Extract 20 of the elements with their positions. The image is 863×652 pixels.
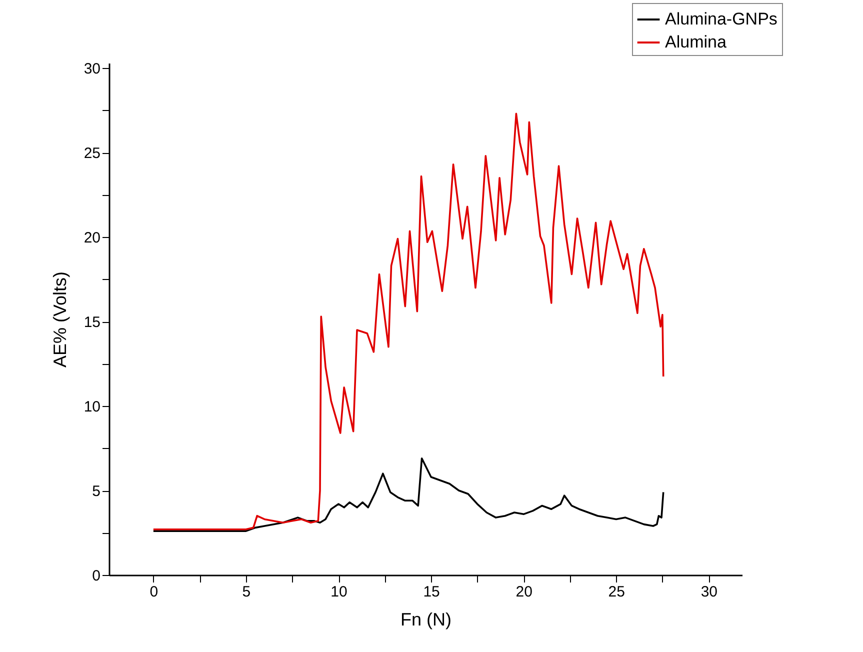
x-tick-label: 10	[330, 584, 348, 600]
x-tick-label: 20	[516, 584, 532, 600]
x-axis-title: Fn (N)	[400, 610, 452, 630]
y-tick-label: 5	[92, 483, 100, 500]
y-tick-label: 30	[84, 60, 100, 78]
x-tick-label: 0	[150, 584, 158, 600]
legend-label: Alumina-GNPs	[665, 10, 778, 28]
y-axis-title: AE% (Volts)	[50, 271, 70, 368]
y-tick-label: 0	[92, 568, 100, 584]
y-tick-label: 10	[84, 398, 100, 416]
x-tick-label: 5	[242, 584, 251, 600]
x-tick-label: 30	[700, 584, 718, 600]
line-series	[152, 112, 664, 530]
y-tick-label: 20	[84, 230, 100, 247]
y-tick-label: 15	[84, 314, 100, 332]
x-tick-label: 25	[608, 584, 625, 600]
legend-label: Alumina	[665, 32, 727, 52]
line-series	[152, 458, 664, 532]
x-tick-label: 15	[423, 584, 440, 600]
y-tick-label: 25	[84, 145, 100, 162]
